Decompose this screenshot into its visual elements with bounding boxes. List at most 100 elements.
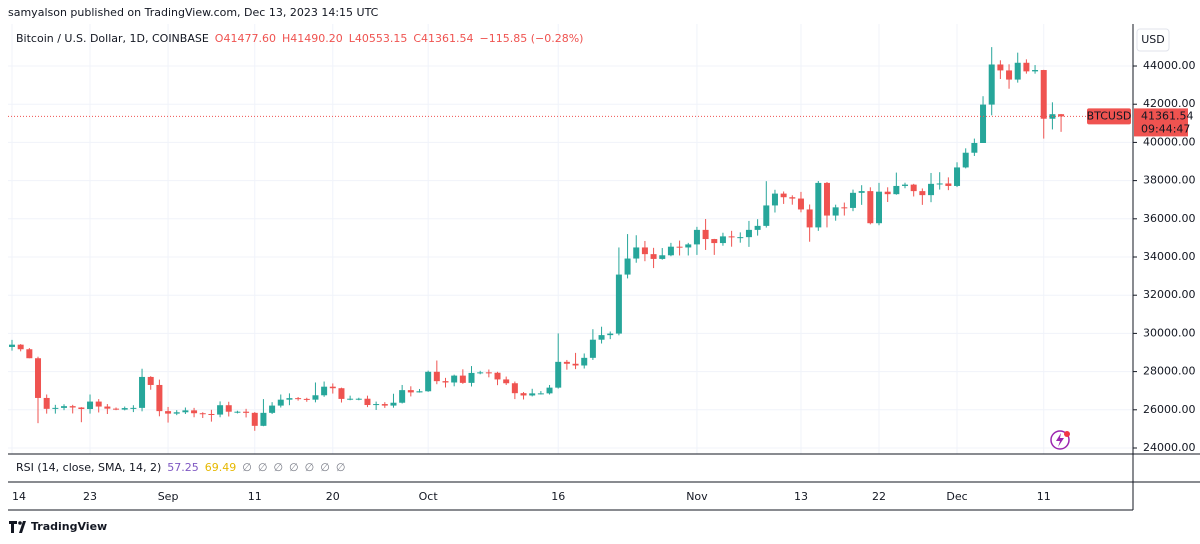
- indicator-label: RSI (14, close, SMA, 14, 2): [16, 461, 161, 474]
- candle-body: [485, 372, 492, 374]
- y-tick-label: 32000.00: [1143, 288, 1196, 301]
- candle-body: [425, 371, 432, 392]
- legend-close: C41361.54: [413, 32, 473, 45]
- candle-body: [945, 183, 952, 186]
- candle-body: [199, 413, 206, 415]
- candle-body: [251, 412, 258, 426]
- candle-body: [537, 393, 544, 395]
- candle-body: [277, 399, 284, 406]
- price-tag-label: 41361.54: [1141, 109, 1194, 122]
- y-tick-label: 38000.00: [1143, 174, 1196, 187]
- candle-body: [303, 398, 310, 400]
- candle-body: [182, 410, 189, 413]
- candle-body: [78, 407, 85, 410]
- y-tick-label: 30000.00: [1143, 326, 1196, 339]
- candle-body: [607, 333, 614, 336]
- y-tick-label: 24000.00: [1143, 441, 1196, 454]
- candle-body: [806, 209, 813, 228]
- candle-body: [459, 375, 466, 383]
- indicator-value: 57.25: [167, 461, 199, 474]
- candle-body: [650, 254, 657, 259]
- candle-body: [260, 412, 267, 426]
- candle-body: [685, 244, 692, 248]
- candle-body: [988, 64, 995, 105]
- y-tick-label: 42000.00: [1143, 97, 1196, 110]
- candle-body: [321, 386, 328, 396]
- price-tag: [1134, 108, 1188, 137]
- candle-body: [52, 407, 59, 409]
- candle-body: [416, 391, 423, 393]
- candle-body: [130, 407, 137, 409]
- candle-body: [451, 375, 458, 383]
- candle-body: [928, 183, 935, 196]
- candle-body: [624, 258, 631, 275]
- candle-body: [121, 408, 128, 410]
- candle-body: [407, 390, 414, 393]
- candle-body: [563, 361, 570, 364]
- brand: TradingView: [31, 520, 107, 533]
- brand-logo: [9, 521, 26, 533]
- candle-body: [503, 379, 510, 384]
- candle-body: [867, 191, 874, 224]
- candle-body: [1014, 62, 1021, 80]
- candle-body: [719, 236, 726, 244]
- candle-body: [633, 247, 640, 259]
- candle-body: [312, 395, 319, 400]
- candle-body: [529, 393, 536, 396]
- candle-body: [442, 381, 449, 383]
- candle-body: [17, 344, 24, 350]
- candle-body: [919, 191, 926, 196]
- candle-body: [910, 184, 917, 192]
- candle-body: [269, 405, 276, 413]
- candle-body: [789, 197, 796, 199]
- candle-body: [737, 237, 744, 239]
- grid-layer: [8, 24, 1133, 454]
- candle-body: [165, 411, 172, 414]
- candle-body: [347, 398, 354, 400]
- candle-body: [286, 398, 293, 400]
- candle-body: [156, 384, 163, 412]
- candle-body: [43, 397, 50, 409]
- candle-body: [208, 413, 215, 415]
- candle-body: [546, 387, 553, 394]
- candle-body: [355, 398, 362, 400]
- y-tick-label: 26000.00: [1143, 403, 1196, 416]
- symbol: Bitcoin / U.S. Dollar, 1D, COINBASE: [16, 32, 209, 45]
- candle-body: [936, 183, 943, 185]
- candle-body: [676, 246, 683, 248]
- x-tick-label: 23: [83, 490, 97, 503]
- currency-box[interactable]: [1136, 28, 1170, 52]
- candle-body: [641, 247, 648, 255]
- candle-body: [902, 184, 909, 186]
- candle-body: [971, 142, 978, 153]
- placeholder: ∅: [242, 461, 252, 474]
- candle-body: [104, 406, 111, 409]
- candle-body: [381, 404, 388, 406]
- candle-body: [1058, 114, 1065, 117]
- candle-body: [390, 402, 397, 406]
- placeholder: ∅: [305, 461, 315, 474]
- candle-body: [1032, 70, 1039, 72]
- candle-body: [399, 390, 406, 403]
- y-tick-label: 28000.00: [1143, 365, 1196, 378]
- y-tick-label: 34000.00: [1143, 250, 1196, 263]
- placeholder: ∅: [289, 461, 299, 474]
- candle-body: [780, 193, 787, 198]
- candle-body: [954, 167, 961, 186]
- candles: [9, 47, 1065, 431]
- candle-body: [364, 398, 371, 406]
- candle-body: [763, 205, 770, 226]
- candle-body: [667, 246, 674, 256]
- currency[interactable]: USD: [1141, 33, 1165, 46]
- candle-body: [217, 405, 224, 415]
- candle-body: [858, 191, 865, 193]
- x-tick-label: Nov: [686, 490, 708, 503]
- lightning-icon[interactable]: [1050, 430, 1070, 450]
- candle-body: [797, 198, 804, 210]
- x-tick-label: 13: [794, 490, 808, 503]
- candle-body: [832, 207, 839, 216]
- candle-body: [884, 191, 891, 195]
- candle-body: [225, 405, 232, 412]
